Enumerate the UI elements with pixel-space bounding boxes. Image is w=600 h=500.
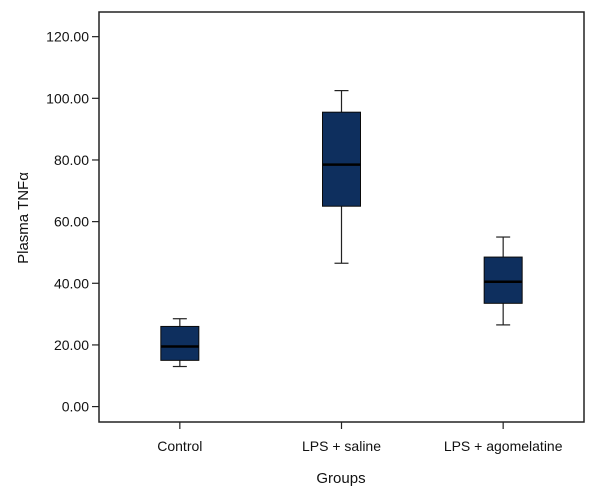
iqr-box xyxy=(160,325,200,361)
box-series xyxy=(160,90,523,368)
y-tick-label: 20.00 xyxy=(54,337,89,353)
y-tick-label: 100.00 xyxy=(46,90,89,106)
box-1 xyxy=(160,318,200,368)
y-tick-label: 80.00 xyxy=(54,152,89,168)
box-3 xyxy=(483,236,523,326)
y-tick-label: 40.00 xyxy=(54,275,89,291)
x-tick-label: LPS + saline xyxy=(302,438,381,454)
x-axis-title: Groups xyxy=(316,470,365,487)
y-tick-label: 60.00 xyxy=(54,214,89,230)
x-tick-label: Control xyxy=(157,438,202,454)
iqr-box xyxy=(322,111,361,207)
y-axis-ticks: 0.00 20.00 40.00 60.00 80.00 100.00 120.00 xyxy=(46,29,99,415)
y-tick-label: 120.00 xyxy=(46,29,89,45)
y-tick-label: 0.00 xyxy=(62,399,89,415)
x-axis-ticks: Control LPS + saline LPS + agomelatine xyxy=(157,422,563,454)
y-axis-title: Plasma TNFα xyxy=(15,172,32,264)
x-tick-label: LPS + agomelatine xyxy=(444,438,563,454)
box-2 xyxy=(322,90,361,264)
iqr-box xyxy=(483,256,523,304)
